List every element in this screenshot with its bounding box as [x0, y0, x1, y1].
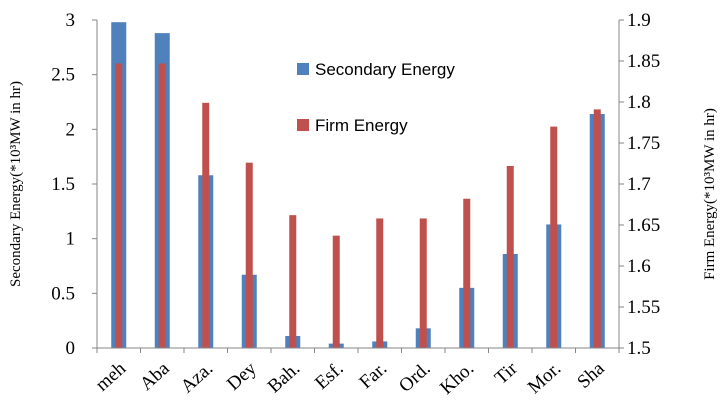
- bar-firm-energy-5: [332, 235, 340, 348]
- bar-firm-energy-4: [289, 215, 297, 348]
- x-tick-label-4: Bah.: [264, 358, 304, 397]
- x-tick-label-9: Tir: [491, 358, 522, 389]
- bar-firm-energy-11: [593, 109, 601, 348]
- x-tick-label-0: meh: [92, 358, 131, 396]
- left-tick-label-0: 0: [66, 338, 76, 359]
- legend-label-1: Firm Energy: [315, 116, 408, 135]
- x-tick-label-3: Dey: [223, 358, 261, 395]
- left-tick-label-5: 2.5: [51, 65, 75, 86]
- x-tick-label-1: Aba: [136, 358, 174, 395]
- right-tick-label-8: 1.9: [627, 10, 651, 31]
- left-tick-label-2: 1: [66, 229, 76, 250]
- legend-swatch-0: [297, 63, 309, 75]
- left-axis-title: Secondary Energy(*10³MW in hr): [8, 81, 24, 287]
- x-tick-label-7: Ord.: [395, 358, 435, 397]
- left-tick-label-3: 1.5: [51, 174, 75, 195]
- bar-firm-energy-0: [115, 63, 123, 349]
- bar-firm-energy-10: [550, 126, 558, 348]
- right-tick-label-7: 1.85: [627, 51, 660, 72]
- right-axis-title: Firm Energy(*10³MW in hr): [702, 108, 718, 280]
- bar-firm-energy-6: [376, 218, 384, 348]
- right-tick-label-1: 1.55: [627, 297, 660, 318]
- plot-area: [111, 22, 605, 349]
- x-tick-label-8: Kho.: [436, 358, 478, 399]
- bar-firm-energy-3: [245, 162, 253, 348]
- x-tick-label-11: Sha: [573, 358, 609, 393]
- bar-firm-energy-7: [419, 218, 427, 348]
- left-tick-label-4: 2: [66, 119, 76, 140]
- right-tick-label-2: 1.6: [627, 256, 651, 277]
- x-tick-label-10: Mor.: [524, 358, 565, 398]
- bar-firm-energy-2: [202, 102, 210, 348]
- legend-swatch-1: [297, 119, 309, 131]
- left-tick-label-6: 3: [66, 10, 76, 31]
- right-tick-label-4: 1.7: [627, 174, 651, 195]
- x-tick-label-2: Aza.: [177, 358, 217, 397]
- right-tick-label-5: 1.75: [627, 133, 660, 154]
- right-tick-label-3: 1.65: [627, 215, 660, 236]
- right-tick-label-6: 1.8: [627, 92, 651, 113]
- bar-firm-energy-8: [463, 198, 471, 348]
- bar-firm-energy-9: [506, 165, 514, 348]
- right-tick-label-0: 1.5: [627, 338, 651, 359]
- legend-label-0: Secondary Energy: [315, 60, 455, 79]
- x-tick-label-6: Far.: [355, 358, 391, 393]
- x-tick-label-5: Esf.: [311, 358, 347, 394]
- left-tick-label-1: 0.5: [51, 283, 75, 304]
- legend: Secondary Energy Firm Energy: [297, 60, 455, 135]
- bar-firm-energy-1: [158, 63, 166, 349]
